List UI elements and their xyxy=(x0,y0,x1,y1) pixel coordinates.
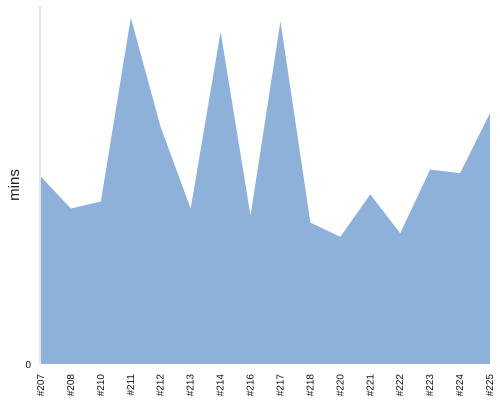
x-tick-label-220: #220 xyxy=(335,374,346,397)
x-tick-label-213: #213 xyxy=(186,374,197,397)
x-tick-label-210: #210 xyxy=(96,374,107,397)
x-tick-label-216: #216 xyxy=(246,374,257,397)
x-tick-label-211: #211 xyxy=(126,374,137,396)
x-tick-label-212: #212 xyxy=(156,374,167,397)
x-tick-label-207: #207 xyxy=(36,374,47,397)
x-tick-label-218: #218 xyxy=(305,374,316,397)
x-tick-label-222: #222 xyxy=(395,374,406,397)
x-tick-label-208: #208 xyxy=(66,374,77,397)
x-tick-label-221: #221 xyxy=(365,374,376,397)
x-tick-label-223: #223 xyxy=(425,374,436,397)
x-tick-label-224: #224 xyxy=(455,374,466,397)
x-tick-label-214: #214 xyxy=(216,374,227,397)
x-tick-labels: #207 #208 #210 #211 #212 #213 #214 #216 #217 #218… xyxy=(36,374,496,397)
series-area-layer xyxy=(41,17,490,364)
y-tick-label-0: 0 xyxy=(25,360,31,371)
x-tick-label-225: #225 xyxy=(485,374,496,397)
x-tick-label-217: #217 xyxy=(275,374,286,397)
series-area xyxy=(41,17,490,364)
y-axis-label: mins xyxy=(6,169,23,201)
